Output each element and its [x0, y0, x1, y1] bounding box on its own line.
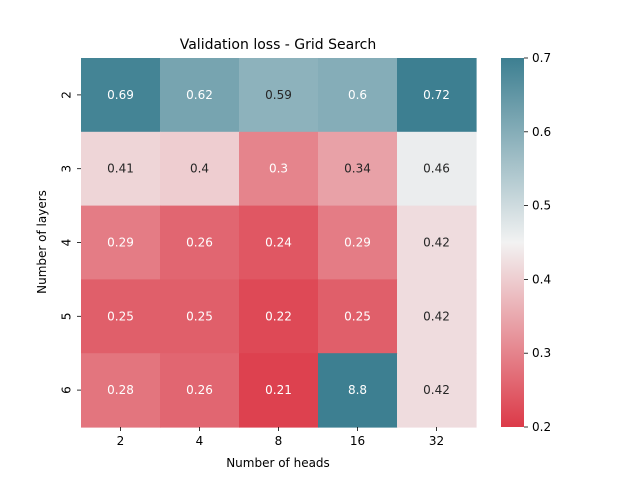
x-axis-label: Number of heads	[226, 456, 330, 470]
y-tick-label-0: 2	[60, 91, 74, 99]
heatmap-cell-r1-c2	[239, 131, 319, 207]
y-axis: 2 3 4 5 6	[60, 91, 81, 394]
heatmap-cell-r2-c0	[81, 205, 161, 280]
heatmap-cell-label-r4-c1: 0.26	[186, 383, 213, 397]
heatmap-cell-label-r3-c0: 0.25	[107, 309, 134, 323]
heatmap-cell-label-r3-c2: 0.22	[265, 309, 292, 323]
heatmap-cell-r2-c3	[318, 205, 398, 280]
heatmap-cells	[81, 58, 477, 428]
heatmap-cell-r2-c1	[160, 205, 240, 280]
heatmap-cell-label-r2-c4: 0.42	[423, 236, 450, 250]
heatmap-cell-r0-c2	[239, 58, 319, 133]
colorbar-tick-label-2: 0.4	[532, 272, 551, 286]
heatmap-cell-label-r1-c1: 0.4	[190, 162, 209, 176]
colorbar: 0.2 0.3 0.4 0.5 0.6 0.7	[501, 51, 551, 434]
heatmap-cell-label-r4-c3: 8.8	[348, 383, 367, 397]
x-tick-label-2: 8	[275, 434, 283, 448]
heatmap-cell-label-r2-c2: 0.24	[265, 236, 292, 250]
heatmap-cell-labels: 0.69 0.62 0.59 0.6 0.72 0.41 0.4 0.3 0.34 0.46 0.2…	[107, 88, 450, 397]
heatmap-cell-r1-c3	[318, 131, 398, 207]
y-tick-label-2: 4	[60, 239, 74, 247]
heatmap-cell-r0-c1	[160, 58, 240, 133]
colorbar-tick-label-0: 0.2	[532, 420, 551, 434]
heatmap-cell-label-r1-c0: 0.41	[107, 162, 134, 176]
colorbar-tick-label-3: 0.5	[532, 199, 551, 213]
heatmap-cell-label-r4-c0: 0.28	[107, 383, 134, 397]
chart-title: Validation loss - Grid Search	[180, 37, 377, 53]
colorbar-gradient	[501, 58, 524, 427]
heatmap-cell-r4-c4	[397, 353, 477, 428]
heatmap-cell-label-r1-c3: 0.34	[344, 162, 371, 176]
x-tick-label-0: 2	[117, 434, 125, 448]
heatmap-cell-r0-c3	[318, 58, 398, 133]
heatmap-cell-r3-c3	[318, 279, 398, 354]
heatmap-cell-label-r0-c4: 0.72	[423, 88, 450, 102]
heatmap-cell-r0-c0	[81, 58, 161, 133]
heatmap-cell-r4-c1	[160, 353, 240, 428]
x-tick-label-3: 16	[350, 434, 365, 448]
heatmap-cell-label-r0-c2: 0.59	[265, 88, 292, 102]
heatmap-cell-label-r0-c3: 0.6	[348, 88, 367, 102]
heatmap-cell-label-r4-c2: 0.21	[265, 383, 292, 397]
heatmap-cell-label-r2-c3: 0.29	[344, 236, 371, 250]
heatmap-cell-label-r3-c1: 0.25	[186, 309, 213, 323]
heatmap-cell-r3-c0	[81, 279, 161, 354]
heatmap-cell-r2-c2	[239, 205, 319, 280]
heatmap-cell-label-r0-c0: 0.69	[107, 88, 134, 102]
heatmap-cell-r1-c4	[397, 131, 477, 207]
heatmap-cell-label-r2-c1: 0.26	[186, 236, 213, 250]
heatmap-cell-r3-c2	[239, 279, 319, 354]
heatmap-cell-r2-c4	[397, 205, 477, 280]
colorbar-ticks: 0.2 0.3 0.4 0.5 0.6 0.7	[524, 51, 551, 434]
heatmap-cell-label-r3-c3: 0.25	[344, 309, 371, 323]
heatmap-cell-r1-c1	[160, 131, 240, 207]
colorbar-tick-label-4: 0.6	[532, 125, 551, 139]
x-tick-label-1: 4	[196, 434, 204, 448]
heatmap-cell-r4-c3	[318, 353, 398, 428]
heatmap-cell-label-r1-c2: 0.3	[269, 162, 288, 176]
heatmap-cell-label-r0-c1: 0.62	[186, 88, 213, 102]
heatmap-cell-r3-c4	[397, 279, 477, 354]
heatmap-cell-r0-c4	[397, 58, 477, 133]
heatmap-cell-label-r3-c4: 0.42	[423, 309, 450, 323]
y-axis-label: Number of layers	[35, 190, 49, 294]
heatmap-cell-r4-c2	[239, 353, 319, 428]
heatmap-cell-label-r1-c4: 0.46	[423, 162, 450, 176]
heatmap-cell-label-r2-c0: 0.29	[107, 236, 134, 250]
x-tick-label-4: 32	[429, 434, 444, 448]
y-tick-label-3: 5	[60, 312, 74, 320]
y-tick-label-4: 6	[60, 386, 74, 394]
heatmap-cell-label-r4-c4: 0.42	[423, 383, 450, 397]
heatmap-cell-r4-c0	[81, 353, 161, 428]
heatmap-cell-r1-c0	[81, 131, 161, 207]
colorbar-tick-label-1: 0.3	[532, 346, 551, 360]
colorbar-tick-label-5: 0.7	[532, 51, 551, 65]
x-axis: 2 4 8 16 32	[117, 427, 444, 448]
heatmap-cell-r3-c1	[160, 279, 240, 354]
y-tick-label-1: 3	[60, 165, 74, 173]
